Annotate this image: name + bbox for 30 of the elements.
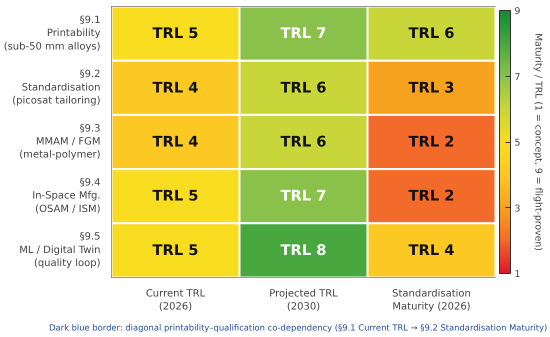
- color-bar-label: 7: [514, 72, 520, 83]
- data-label: TRL 5: [152, 242, 198, 259]
- data-label: TRL 4: [152, 79, 198, 96]
- data-label: TRL 5: [152, 25, 198, 42]
- data-label: TRL 7: [280, 188, 326, 205]
- color-bar-label: 9: [514, 6, 520, 17]
- data-label: TRL 3: [408, 79, 454, 96]
- y-tick-label: §9.2 Standardisation (picosat tailoring): [12, 69, 101, 106]
- data-label: TRL 2: [408, 134, 454, 150]
- color-bar-title: Maturity / TRL (1 = concept, 9 = flight-proven): [532, 33, 544, 251]
- data-label: TRL 4: [408, 242, 454, 259]
- data-label: TRL 5: [152, 188, 198, 205]
- data-label: TRL 6: [408, 25, 454, 42]
- color-bar-label: 3: [514, 203, 520, 214]
- y-tick-label: §9.4 In-Space Mfg. (OSAM / ISM): [32, 178, 101, 215]
- color-bar-label: 1: [514, 269, 520, 280]
- data-label: TRL 8: [280, 242, 326, 259]
- y-tick-label: §9.5 ML / Digital Twin (quality loop): [19, 232, 101, 270]
- x-tick-label: Projected TRL (2030): [269, 288, 338, 313]
- y-tick-label: §9.3 MMAM / FGM (metal-polymer): [19, 123, 101, 161]
- data-label: TRL 6: [280, 134, 326, 150]
- x-tick-label: Standardisation Maturity (2026): [392, 288, 471, 313]
- x-tick-label: Current TRL (2026): [146, 288, 206, 313]
- data-label: TRL 2: [408, 188, 454, 205]
- color-bar-label: 5: [514, 138, 520, 148]
- data-label: TRL 6: [280, 79, 326, 96]
- data-label: TRL 7: [280, 25, 326, 42]
- text: Dark blue border: diagonal printability–qualification co-dependency (§9.1 Current TRL → §9.2 Standardisation Maturity): [49, 322, 548, 332]
- y-tick-label: §9.1 Printability (sub-50 mm alloys): [4, 14, 101, 52]
- data-label: TRL 4: [152, 134, 198, 150]
